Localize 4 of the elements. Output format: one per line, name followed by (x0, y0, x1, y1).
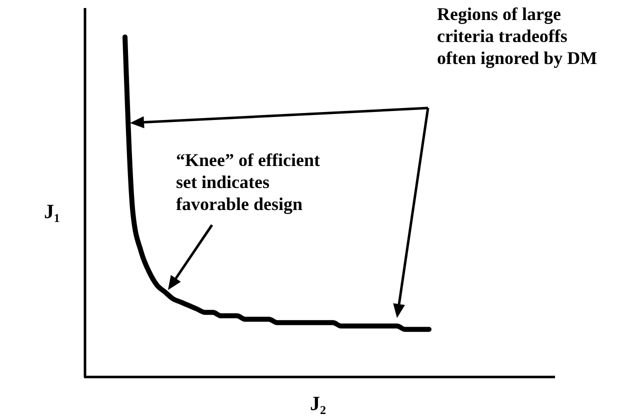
text: Regions of large criteria tradeoffs often ignored by DM (437, 4, 598, 68)
annotation: “Knee” of efficient set indicates favorable design (176, 150, 320, 214)
y-axis-title: J₁ (44, 201, 60, 223)
x-axis-title: J₂ (310, 393, 326, 415)
